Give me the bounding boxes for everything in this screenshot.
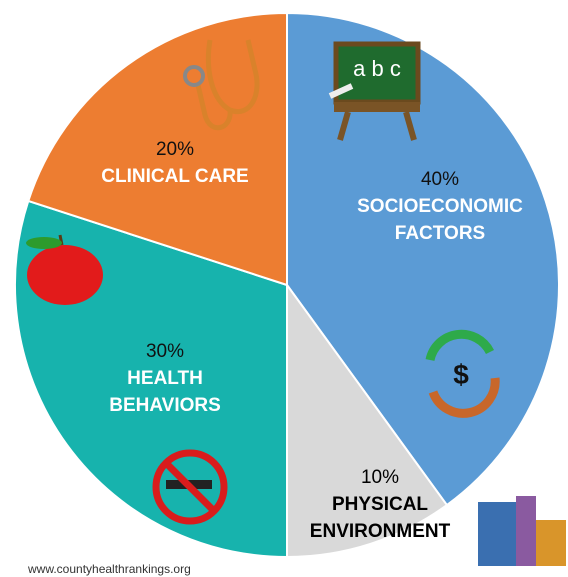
- chart: a b c $: [0, 0, 568, 577]
- page: a b c $ 40%SOCIOECONOMIC FACTORS 10%PHYSI…: [0, 0, 568, 577]
- percent-label: 30%: [90, 338, 240, 365]
- source-text: www.countyhealthrankings.org: [28, 562, 191, 576]
- slice-label: 30%HEALTH BEHAVIORS: [90, 338, 240, 419]
- percent-label: 10%: [290, 464, 470, 491]
- buildings-icon: [478, 496, 566, 566]
- slice-label: 20%CLINICAL CARE: [65, 136, 285, 190]
- category-label: PHYSICAL ENVIRONMENT: [290, 491, 470, 545]
- category-label: CLINICAL CARE: [65, 163, 285, 190]
- percent-label: 40%: [325, 166, 555, 193]
- category-label: HEALTH BEHAVIORS: [90, 365, 240, 419]
- slice-label: 10%PHYSICAL ENVIRONMENT: [290, 464, 470, 545]
- svg-text:a b c: a b c: [353, 56, 401, 81]
- svg-text:$: $: [453, 359, 469, 390]
- slice-label: 40%SOCIOECONOMIC FACTORS: [325, 166, 555, 247]
- percent-label: 20%: [65, 136, 285, 163]
- category-label: SOCIOECONOMIC FACTORS: [325, 193, 555, 247]
